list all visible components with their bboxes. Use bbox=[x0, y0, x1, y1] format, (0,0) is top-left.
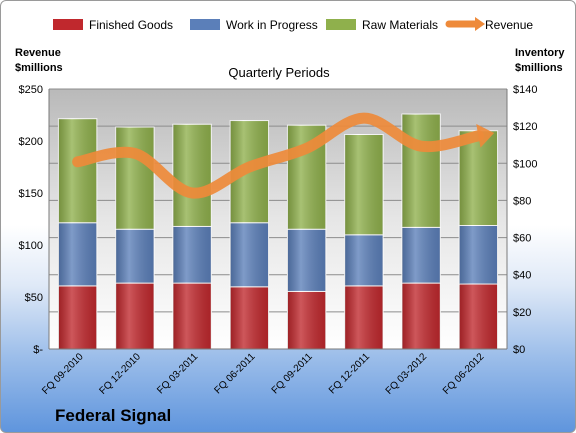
legend: Finished Goods Work in Progress Raw Materi… bbox=[53, 17, 533, 32]
plot-title: Quarterly Periods bbox=[228, 65, 330, 80]
revenue-line bbox=[72, 112, 484, 199]
legend-arrowhead bbox=[475, 17, 485, 31]
bar-segment-shade bbox=[230, 286, 269, 349]
y-left-title-line2: $millions bbox=[15, 62, 63, 74]
bar-segment-shade bbox=[344, 234, 384, 286]
y-right-tick-label: $120 bbox=[513, 121, 537, 133]
bars bbox=[57, 113, 499, 350]
bar-segment-shade bbox=[58, 222, 97, 286]
x-category-label: FQ 09-2011 bbox=[270, 351, 315, 396]
legend-label: Revenue bbox=[485, 18, 533, 32]
bar-segment-shade bbox=[172, 283, 212, 349]
y-right-tick-label: $80 bbox=[513, 195, 531, 207]
legend-swatch bbox=[53, 19, 83, 30]
bar-segment-shade bbox=[401, 283, 441, 349]
y-right-tick-label: $0 bbox=[513, 344, 525, 356]
legend-label: Work in Progress bbox=[226, 18, 318, 32]
bar-segment-shade bbox=[287, 291, 326, 349]
company-name: Federal Signal bbox=[55, 406, 172, 425]
bar-segment-shade bbox=[459, 130, 498, 226]
bar-segment-shade bbox=[459, 225, 498, 284]
bar-segment-shade bbox=[172, 124, 212, 227]
bar-segment-shade bbox=[172, 226, 212, 284]
y-left-tick-label: $150 bbox=[19, 188, 43, 200]
x-category-label: FQ 12-2011 bbox=[327, 351, 372, 396]
x-category-label: FQ 06-2011 bbox=[213, 351, 258, 396]
x-category-label: FQ 09-2010 bbox=[40, 351, 86, 397]
y-left-tick-label: $100 bbox=[19, 240, 43, 252]
bar-segment-shade bbox=[344, 134, 384, 235]
y-left-title-line1: Revenue bbox=[15, 47, 61, 59]
bar-segment-shade bbox=[344, 285, 384, 349]
bar-segment-shade bbox=[115, 283, 155, 349]
bar-segment-shade bbox=[58, 285, 97, 349]
y-left-tick-label: $- bbox=[33, 344, 43, 356]
bar-segment-shade bbox=[401, 227, 441, 284]
revenue-line-layer bbox=[72, 112, 495, 199]
x-category-label: FQ 06-2012 bbox=[441, 351, 487, 397]
bar-segment-shade bbox=[115, 127, 155, 230]
y-right-tick-label: $40 bbox=[513, 270, 531, 282]
legend-swatch bbox=[190, 19, 220, 30]
bar-segment-shade bbox=[58, 118, 97, 223]
bar-segment-shade bbox=[115, 229, 155, 284]
y-right-tick-label: $60 bbox=[513, 233, 531, 245]
revenue-arrowhead bbox=[476, 123, 495, 148]
legend-swatch bbox=[326, 19, 356, 30]
legend-label: Raw Materials bbox=[362, 18, 438, 32]
y-left-tick-label: $250 bbox=[19, 84, 43, 96]
y-right-title-line2: $millions bbox=[515, 62, 563, 74]
y-left-tick-label: $200 bbox=[19, 136, 43, 148]
bar-segment-shade bbox=[230, 222, 269, 287]
legend-label: Finished Goods bbox=[89, 18, 173, 32]
x-category-label: FQ 03-2012 bbox=[384, 351, 430, 397]
x-category-label: FQ 03-2011 bbox=[155, 351, 200, 396]
y-right-title-line1: Inventory bbox=[515, 47, 565, 59]
y-left-tick-label: $50 bbox=[25, 292, 43, 304]
bar-segment-shade bbox=[401, 114, 441, 228]
y-right-tick-label: $100 bbox=[513, 158, 537, 170]
bar-segment-shade bbox=[287, 229, 326, 292]
x-category-label: FQ 12-2010 bbox=[97, 351, 143, 397]
y-right-tick-label: $20 bbox=[513, 307, 531, 319]
bar-segment-shade bbox=[459, 284, 498, 349]
y-right-tick-label: $140 bbox=[513, 84, 537, 96]
